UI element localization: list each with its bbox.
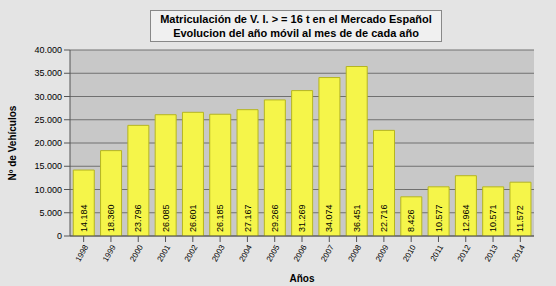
svg-text:2005: 2005 xyxy=(265,243,282,263)
svg-text:2001: 2001 xyxy=(155,243,172,263)
svg-text:2014: 2014 xyxy=(510,243,527,263)
svg-text:2000: 2000 xyxy=(128,243,145,263)
svg-text:2009: 2009 xyxy=(374,243,391,263)
svg-text:2008: 2008 xyxy=(347,243,364,263)
svg-text:10.000: 10.000 xyxy=(34,185,62,195)
svg-text:34.074: 34.074 xyxy=(324,204,334,232)
svg-text:2010: 2010 xyxy=(401,243,418,263)
svg-text:2007: 2007 xyxy=(319,243,336,263)
svg-text:26.085: 26.085 xyxy=(161,204,171,232)
svg-text:Años: Años xyxy=(290,273,315,284)
svg-text:2013: 2013 xyxy=(483,243,500,263)
svg-text:2006: 2006 xyxy=(292,243,309,263)
svg-text:23.796: 23.796 xyxy=(133,204,143,232)
svg-text:29.266: 29.266 xyxy=(270,204,280,232)
svg-text:26.601: 26.601 xyxy=(188,204,198,232)
svg-text:Nº de Vehículos: Nº de Vehículos xyxy=(8,105,18,180)
svg-text:30.000: 30.000 xyxy=(34,92,62,102)
svg-text:10.571: 10.571 xyxy=(488,204,498,232)
svg-text:18.360: 18.360 xyxy=(106,204,116,232)
svg-text:15.000: 15.000 xyxy=(34,161,62,171)
html-text:Evolucion del año móvil al mes: Evolucion del año móvil al mes de de cad… xyxy=(173,27,419,39)
svg-text:40.000: 40.000 xyxy=(34,46,62,55)
svg-text:8.426: 8.426 xyxy=(406,209,416,232)
svg-text:2004: 2004 xyxy=(237,243,254,263)
svg-text:0: 0 xyxy=(57,231,62,241)
svg-text:26.185: 26.185 xyxy=(215,204,225,232)
svg-text:27.167: 27.167 xyxy=(243,204,253,232)
html-text:Matriculación de V. I. > = 16: Matriculación de V. I. > = 16 t en el Me… xyxy=(160,13,432,25)
svg-text:31.269: 31.269 xyxy=(297,204,307,232)
svg-text:2011: 2011 xyxy=(429,243,446,263)
svg-text:11.572: 11.572 xyxy=(515,205,525,232)
svg-text:1998: 1998 xyxy=(74,243,91,263)
svg-text:2002: 2002 xyxy=(183,243,200,263)
svg-text:35.000: 35.000 xyxy=(34,68,62,78)
svg-text:20.000: 20.000 xyxy=(34,138,62,148)
svg-text:22.716: 22.716 xyxy=(379,204,389,232)
svg-text:2003: 2003 xyxy=(210,243,227,263)
svg-text:5.000: 5.000 xyxy=(39,208,62,218)
svg-text:10.577: 10.577 xyxy=(434,204,444,232)
svg-text:14.184: 14.184 xyxy=(79,204,89,232)
svg-text:2012: 2012 xyxy=(456,243,473,263)
svg-text:25.000: 25.000 xyxy=(34,115,62,125)
svg-text:12.964: 12.964 xyxy=(461,204,471,232)
svg-text:36.451: 36.451 xyxy=(352,204,362,232)
svg-text:1999: 1999 xyxy=(101,243,118,263)
